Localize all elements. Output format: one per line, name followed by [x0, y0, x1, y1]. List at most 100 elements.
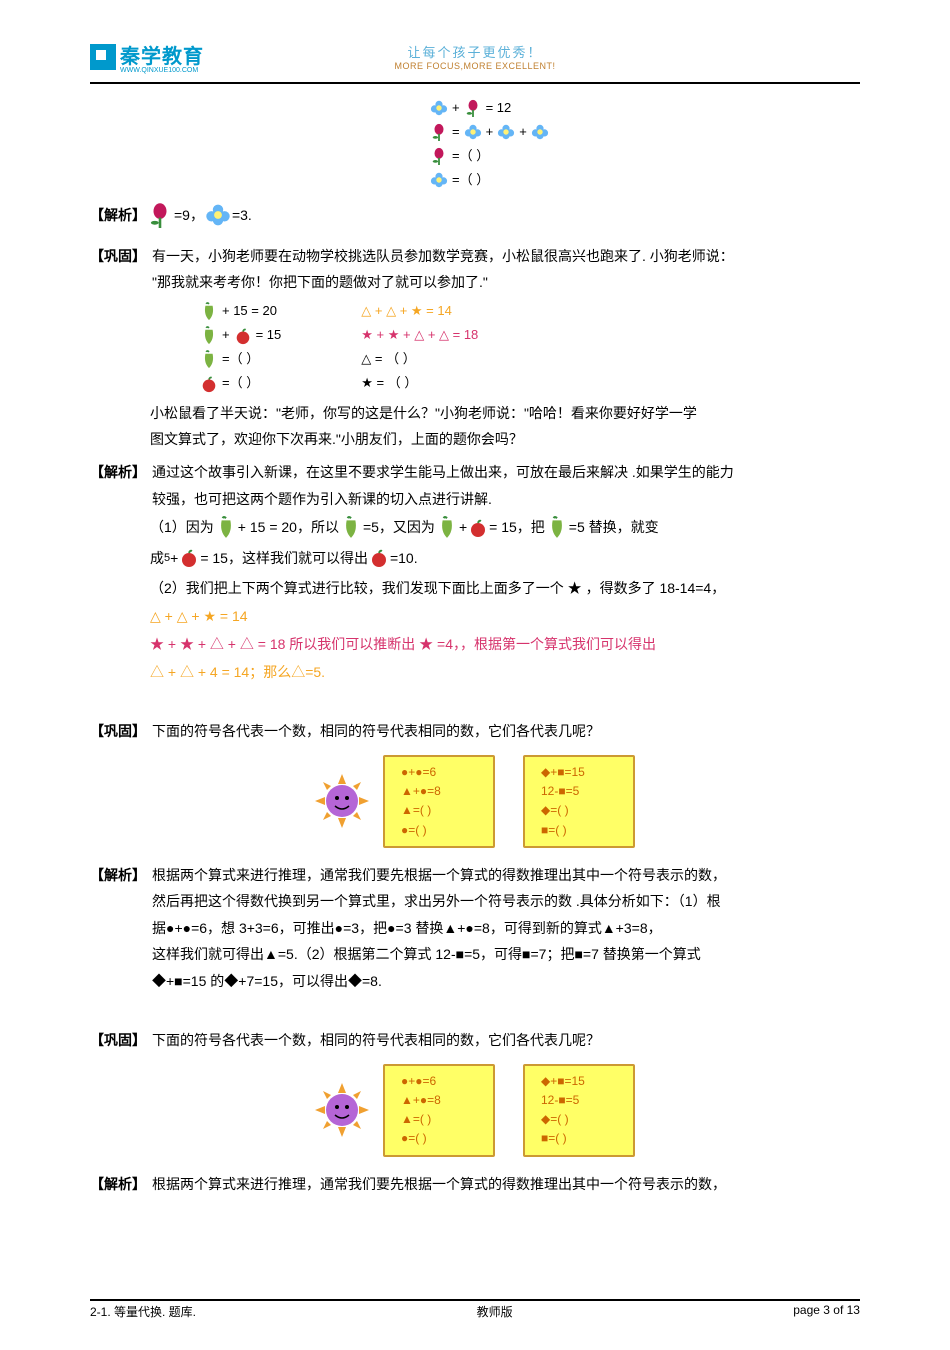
pepper-icon: [200, 351, 218, 369]
frame-line: ■=( ): [541, 1129, 621, 1148]
rose-icon: [430, 123, 448, 141]
frame-row: ●+●=6 ▲+●=8 ▲=( ) ●=( ) ◆+■=15 12-■=5 ◆=…: [90, 1064, 860, 1157]
equation-frame: ◆+■=15 12-■=5 ◆=( ) ■=( ): [523, 755, 635, 848]
rose-icon: [147, 202, 173, 228]
analysis-text: ◆+■=15 的◆+7=15，可以得出◆=8.: [152, 968, 860, 995]
footer-center: 教师版: [477, 1303, 513, 1320]
problem-text: 图文算式了，欢迎你下次再来."小朋友们，上面的题你会吗？: [150, 426, 860, 453]
analysis-step: （2）我们把上下两个算式进行比较，我们发现下面比上面多了一个 ★ ，得数多了 1…: [150, 574, 860, 602]
eq-text: + 15 = 20: [222, 299, 277, 324]
frame-line: ▲+●=8: [401, 1091, 481, 1110]
frame-row: ●+●=6 ▲+●=8 ▲=( ) ●=( ) ◆+■=15 12-■=5 ◆=…: [90, 755, 860, 848]
frame-line: 12-■=5: [541, 1091, 621, 1110]
analysis-text: 然后再把这个得数代换到另一个算式里，求出另外一个符号表示的数 .具体分析如下：（…: [152, 888, 860, 915]
eq-row: =（ ）: [430, 168, 860, 192]
problem-text: 有一天，小狗老师要在动物学校挑选队员参加数学竞赛，小松鼠很高兴也跑来了. 小狗老…: [152, 243, 860, 270]
frame-line: ●=( ): [401, 1129, 481, 1148]
problem-3: 【巩固】 下面的符号各代表一个数，相同的符号代表相同的数，它们各代表几呢？ ●+…: [90, 718, 860, 847]
eq-text: =（ ）: [452, 144, 489, 169]
eq-text: =: [452, 120, 460, 145]
analysis-text: =9，: [174, 202, 204, 229]
frame-line: 12-■=5: [541, 782, 621, 801]
frame-line: ●+●=6: [401, 763, 481, 782]
page-footer: 2-1. 等量代换. 题库. 教师版 page 3 of 13: [90, 1299, 860, 1320]
footer-left: 2-1. 等量代换. 题库.: [90, 1303, 196, 1320]
analysis-step: （1）因为 + 15 = 20 ，所以 =5，又因为 + = 15 ，把 =5 …: [150, 512, 860, 543]
step-text: （1）因为: [150, 512, 214, 543]
step-text: 成: [150, 543, 164, 574]
eq-text: =（ ）: [222, 347, 259, 372]
analysis-4: 【解析】 根据两个算式来进行推理，通常我们要先根据一个算式的得数推理出其中一个符…: [90, 1171, 860, 1198]
equation-frame: ◆+■=15 12-■=5 ◆=( ) ■=( ): [523, 1064, 635, 1157]
frame-line: ◆+■=15: [541, 763, 621, 782]
eq-row: + = 12: [430, 96, 860, 120]
header-slogan-cn: 让每个孩子更优秀！: [90, 42, 860, 61]
problem-tag: 【巩固】: [90, 718, 146, 745]
step-text: （2）我们把上下两个算式进行比较，我们发现下面比上面多了一个 ★ ，得数多了 1…: [150, 574, 725, 602]
content: + = 12 = + + =（ ） =（ ）: [90, 96, 860, 1197]
equation-col-right: △ + △ + ★ = 14 ★ + ★ + △ + △ = 18 △ = （ …: [361, 300, 478, 396]
apple-icon: [179, 548, 199, 568]
analysis-text: 根据两个算式来进行推理，通常我们要先根据一个算式的得数推理出其中一个符号表示的数…: [152, 1171, 860, 1198]
analysis-1: 【解析】 =9， =3.: [90, 202, 860, 229]
analysis-tag: 【解析】: [90, 862, 146, 995]
sun-icon: [315, 1083, 369, 1137]
footer-right: page 3 of 13: [793, 1303, 860, 1320]
pepper-icon: [340, 516, 362, 540]
pepper-icon: [200, 303, 218, 321]
equation-frame: ●+●=6 ▲+●=8 ▲=( ) ●=( ): [383, 1064, 495, 1157]
sun-icon: [315, 774, 369, 828]
step-text: △ + △ + ★ = 14: [150, 602, 248, 630]
frame-line: ▲=( ): [401, 801, 481, 820]
pepper-icon: [200, 327, 218, 345]
apple-icon: [200, 375, 218, 393]
eq-text: △ + △ + ★ = 14: [361, 299, 452, 324]
eq-row: = + +: [430, 120, 860, 144]
step-text: △ + △ + 4 = 14；那么△=5.: [150, 658, 325, 686]
problem-tag: 【巩固】: [90, 243, 146, 296]
equation-col-left: + 15 = 20 + = 15 =（ ） =（ ）: [200, 300, 281, 396]
step-text: ，这样我们就可以得出: [228, 543, 368, 574]
frame-line: ●=( ): [401, 821, 481, 840]
problem-tag: 【巩固】: [90, 1027, 146, 1054]
problem-4: 【巩固】 下面的符号各代表一个数，相同的符号代表相同的数，它们各代表几呢？ ●+…: [90, 1027, 860, 1156]
analysis-step: 成 5 + = 15 ，这样我们就可以得出 =10.: [150, 543, 860, 574]
analysis-text: 这样我们就可得出▲=5.（2）根据第二个算式 12-■=5，可得■=7；把■=7…: [152, 941, 860, 968]
analysis-text: 通过这个故事引入新课，在这里不要求学生能马上做出来，可放在最后来解决 .如果学生…: [152, 459, 860, 486]
step-text: = 15: [489, 512, 517, 543]
frame-line: ■=( ): [541, 821, 621, 840]
header-slogan-en: MORE FOCUS,MORE EXCELLENT!: [90, 61, 860, 71]
frame-line: ◆=( ): [541, 1110, 621, 1129]
pepper-icon: [436, 516, 458, 540]
eq-text: △ = （ ）: [361, 347, 415, 372]
step-text: =10.: [390, 543, 418, 574]
apple-icon: [234, 327, 252, 345]
analysis-tag: 【解析】: [90, 1171, 146, 1198]
eq-text: = 15: [256, 323, 282, 348]
analysis-3: 【解析】 根据两个算式来进行推理，通常我们要先根据一个算式的得数推理出其中一个符…: [90, 862, 860, 995]
frame-line: ▲=( ): [401, 1110, 481, 1129]
pepper-icon: [215, 516, 237, 540]
pepper-icon: [546, 516, 568, 540]
frame-line: ◆+■=15: [541, 1072, 621, 1091]
cloud-flower-icon: [205, 202, 231, 228]
eq-row: =（ ）: [430, 144, 860, 168]
problem-text: "那我就来考考你！你把下面的题做对了就可以参加了.": [152, 269, 860, 296]
header-rule: [90, 82, 860, 84]
frame-line: ●+●=6: [401, 1072, 481, 1091]
problem-text: 下面的符号各代表一个数，相同的符号代表相同的数，它们各代表几呢？: [152, 718, 860, 745]
analysis-text: =3.: [232, 202, 252, 229]
cloud-flower-icon: [531, 123, 549, 141]
eq-text: ★ = （ ）: [361, 371, 417, 396]
analysis-step: ★ + ★ + △ + △ = 18 所以我们可以推断出 ★ =4，，根据第一个…: [150, 630, 860, 658]
step-text: =5，又因为: [363, 512, 435, 543]
eq-text: =（ ）: [452, 168, 489, 193]
cloud-flower-icon: [430, 171, 448, 189]
frame-line: ▲+●=8: [401, 782, 481, 801]
equation-columns: + 15 = 20 + = 15 =（ ） =（ ） △ + △ + ★ = 1…: [200, 300, 860, 396]
step-text: ★ + ★ + △ + △ = 18 所以我们可以推断出 ★ =4，，根据第一个…: [150, 630, 656, 658]
problem-text: 下面的符号各代表一个数，相同的符号代表相同的数，它们各代表几呢？: [152, 1027, 860, 1054]
header-center: 让每个孩子更优秀！ MORE FOCUS,MORE EXCELLENT!: [90, 42, 860, 71]
apple-icon: [468, 518, 488, 538]
rose-icon: [464, 99, 482, 117]
